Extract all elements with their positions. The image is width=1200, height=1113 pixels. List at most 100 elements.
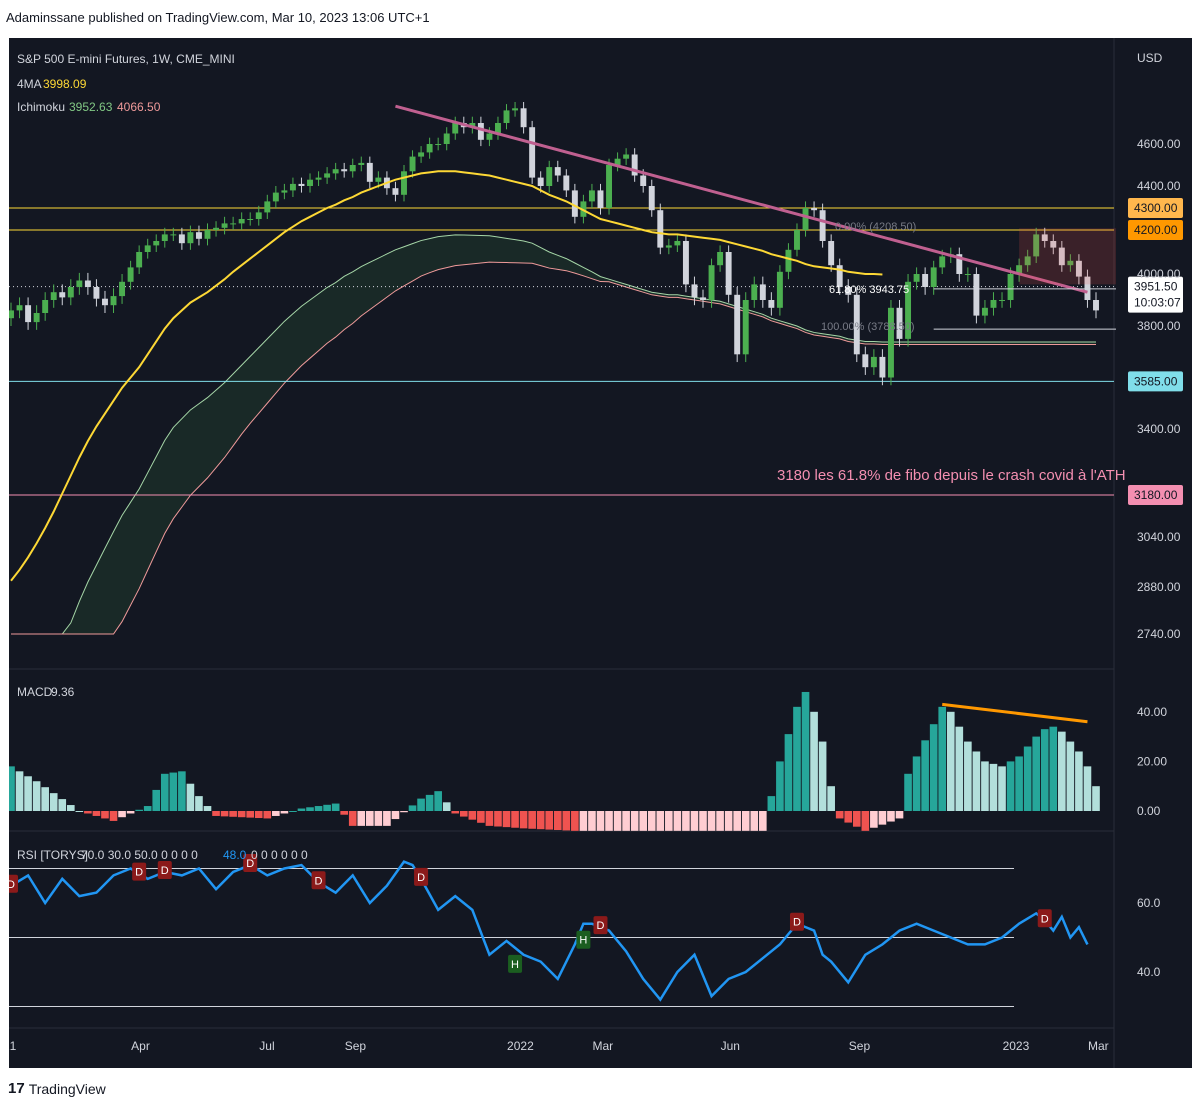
ichimoku-value-1: 3952.63 xyxy=(69,100,113,114)
macd-bar xyxy=(741,811,750,831)
macd-bar xyxy=(579,811,588,831)
macd-bar xyxy=(904,773,912,811)
macd-bar xyxy=(562,811,571,831)
macd-value: 9.36 xyxy=(51,685,75,699)
candle-body xyxy=(409,156,416,172)
level-3180-badge xyxy=(1128,485,1183,505)
candle-body xyxy=(358,162,365,165)
macd-bar xyxy=(357,811,366,826)
candle-body xyxy=(486,133,493,140)
macd-bar xyxy=(1006,761,1015,811)
macd-bar xyxy=(442,802,451,811)
divergence-marker-label: D xyxy=(246,858,254,870)
candle-body xyxy=(102,298,108,306)
macd-bar xyxy=(665,811,673,831)
candle-body xyxy=(375,177,382,182)
price-tick-label: 3400.00 xyxy=(1137,422,1181,436)
macd-bar xyxy=(366,811,374,826)
macd-bar xyxy=(41,787,49,811)
candle-body xyxy=(195,232,202,239)
macd-bar xyxy=(682,811,690,831)
candle-body xyxy=(990,300,997,308)
macd-divergence-line xyxy=(942,702,1088,724)
candle-body xyxy=(119,281,126,297)
candle-body xyxy=(289,183,296,191)
macd-bar xyxy=(434,791,442,811)
macd-bar xyxy=(852,811,861,827)
macd-bar xyxy=(571,811,579,831)
divergence-bearish-marker xyxy=(593,916,608,935)
candle-body xyxy=(597,190,604,208)
macd-bar xyxy=(1023,746,1032,811)
candle-body xyxy=(811,208,818,211)
candle-body xyxy=(751,284,758,300)
macd-bar xyxy=(588,811,596,831)
ma-value: 3998.09 xyxy=(43,77,87,91)
tradingview-logo: 17 xyxy=(8,1080,25,1097)
macd-bar xyxy=(374,811,383,826)
ichimoku-span-b xyxy=(11,261,1096,635)
candle-body xyxy=(332,169,339,174)
macd-bar xyxy=(118,811,126,818)
macd-bar xyxy=(972,751,981,811)
macd-bar xyxy=(502,811,511,828)
candle-body xyxy=(59,292,66,298)
macd-bar xyxy=(408,805,417,811)
fib-618-label: 61.80% 3943.75 xyxy=(829,284,909,296)
macd-bar xyxy=(613,811,622,831)
footer: 17 TradingView xyxy=(8,1080,106,1097)
candle-body xyxy=(401,171,407,195)
macd-bar xyxy=(639,811,648,831)
macd-bar xyxy=(1049,726,1058,811)
candle-body xyxy=(546,167,553,186)
candle-body xyxy=(520,108,527,128)
macd-bar xyxy=(921,740,929,811)
price-tick-label: 3800.00 xyxy=(1137,319,1181,333)
macd-bar xyxy=(160,773,169,811)
macd-bar xyxy=(451,811,460,814)
macd-bar xyxy=(511,811,519,828)
macd-tick-label: 0.00 xyxy=(1137,804,1161,818)
divergence-bearish-marker xyxy=(132,862,147,881)
macd-bar xyxy=(810,711,818,811)
chart-svg[interactable]: 4300.00 4200.00 3585.00 3180.00 3951.50 10:03… xyxy=(3,38,1192,1068)
macd-bar xyxy=(314,806,323,811)
price-tick-label: 2740.00 xyxy=(1137,627,1181,641)
macd-bar xyxy=(75,811,84,812)
candle-body xyxy=(435,144,442,145)
macd-bar xyxy=(169,772,178,811)
macd-bar xyxy=(254,811,263,819)
candle-body xyxy=(725,252,732,295)
candle-body xyxy=(708,265,715,300)
candle-body xyxy=(264,201,271,213)
candle-body xyxy=(776,271,783,308)
candle-body xyxy=(469,123,476,128)
candle-body xyxy=(563,175,570,191)
x-axis-label: Jun xyxy=(721,1039,740,1053)
divergence-bearish-marker xyxy=(157,860,172,879)
macd-bar xyxy=(1092,786,1100,811)
candle-body xyxy=(1050,241,1057,248)
macd-bar xyxy=(870,811,878,828)
macd-bar xyxy=(767,796,776,811)
candle-body xyxy=(922,274,929,287)
candle-body xyxy=(477,123,484,140)
macd-bar xyxy=(109,811,118,821)
candle-body xyxy=(221,223,228,228)
candle-body xyxy=(170,234,177,236)
chart-area[interactable]: 4300.00 4200.00 3585.00 3180.00 3951.50 10:03… xyxy=(3,38,1192,1068)
macd-bar xyxy=(716,811,724,831)
candle-body xyxy=(84,280,91,287)
macd-bar xyxy=(955,726,964,811)
candle-body xyxy=(700,297,706,300)
macd-bar xyxy=(477,811,485,823)
macd-bar xyxy=(784,734,793,811)
rsi-params-2: 0 0 0 0 0 0 xyxy=(251,848,308,862)
candle-body xyxy=(349,165,356,172)
x-axis-label: Mar xyxy=(592,1039,613,1053)
candle-body xyxy=(1016,265,1023,274)
macd-bar xyxy=(66,805,75,811)
macd-label: MACD xyxy=(17,685,53,699)
level-3585-badge xyxy=(1128,371,1183,392)
macd-bar xyxy=(126,811,135,814)
